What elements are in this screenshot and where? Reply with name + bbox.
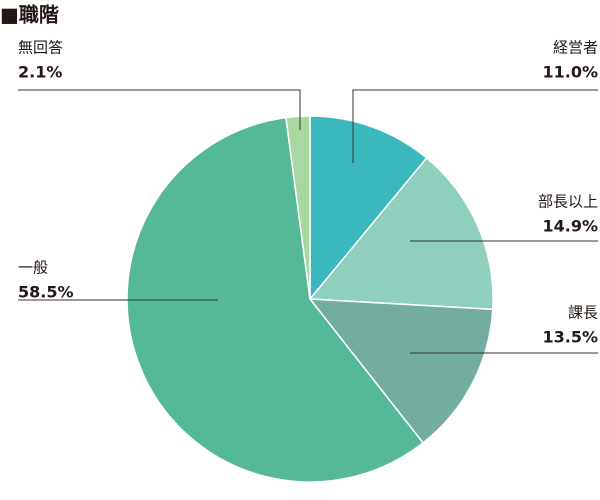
pie (126, 115, 494, 483)
slice-label: 一般 (18, 259, 48, 277)
slice-label: 部長以上 (538, 193, 598, 211)
chart-title: ■職階 (0, 3, 59, 27)
slice-value-label: 2.1% (18, 63, 62, 82)
slice-label: 無回答 (18, 39, 63, 57)
pie-slice (308, 298, 494, 444)
slice-label: 課長 (568, 304, 598, 322)
slice-value-label: 13.5% (542, 328, 598, 347)
slice-label: 経営者 (553, 39, 598, 57)
leader-lines (18, 89, 598, 354)
pie-slice (285, 115, 311, 300)
pie-slice (308, 156, 494, 311)
leader-line (352, 89, 598, 163)
pie-slice (309, 115, 428, 302)
slice-value-label: 11.0% (542, 63, 598, 82)
leader-line (18, 89, 301, 130)
slice-value-label: 58.5% (18, 283, 74, 302)
pie-slice (126, 116, 425, 483)
slice-value-label: 14.9% (542, 217, 598, 236)
